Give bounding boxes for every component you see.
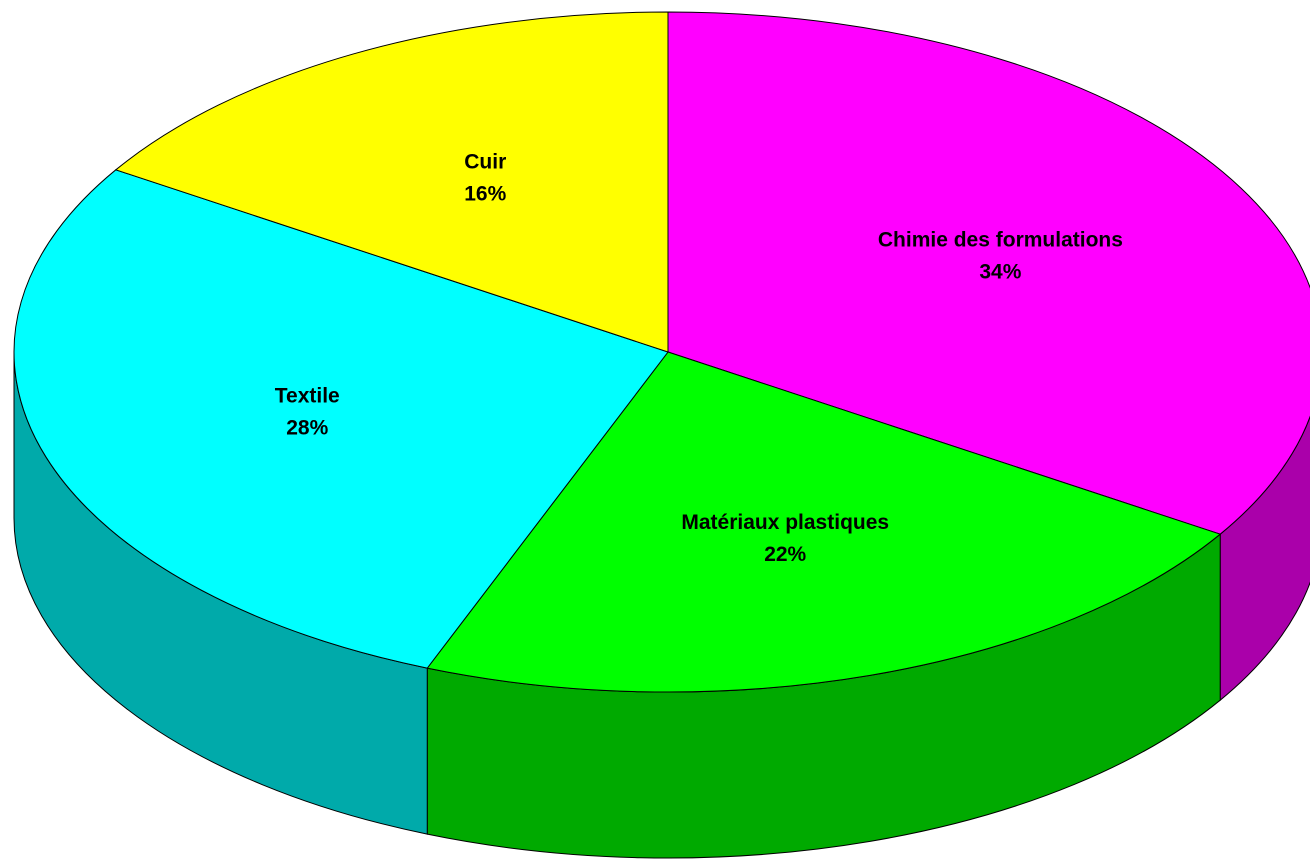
slice-label: Chimie des formulations: [878, 229, 1123, 252]
slice-label: Matériaux plastiques: [681, 511, 889, 534]
slice-value-label: 16%: [464, 183, 506, 206]
pie-slice: [13, 169, 669, 669]
slice-label: Textile: [275, 384, 340, 407]
slice-value-label: 22%: [764, 543, 806, 566]
slice-value-label: 34%: [979, 261, 1021, 284]
pie-slice: [114, 11, 669, 353]
pie-slice: [667, 11, 1310, 535]
slice-label: Cuir: [464, 151, 506, 174]
slice-value-label: 28%: [286, 416, 328, 439]
pie-slice: [426, 351, 1222, 693]
